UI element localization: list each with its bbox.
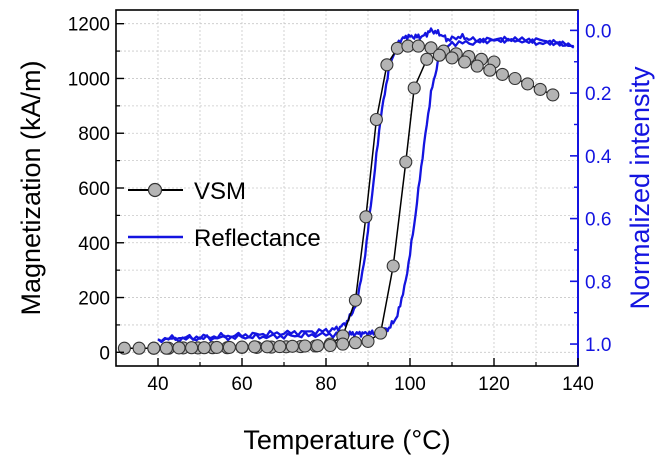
vsm-cooling-point	[323, 338, 337, 353]
vsm-cooling-point	[172, 341, 186, 355]
axes-layer: 40 60 80 100 120 140 0 200 400 600 800 1000 1200 0.0 0…	[68, 15, 612, 395]
vsm-cooling-point	[298, 339, 312, 353]
vsm-cooling-point	[483, 63, 497, 77]
vsm-cooling-point	[445, 51, 459, 65]
vsm-cooling-point	[386, 259, 400, 273]
vsm-cooling-point	[546, 88, 560, 102]
y-tick-label: 200	[78, 289, 110, 310]
x-tick-label: 120	[478, 374, 510, 395]
vsm-cooling-point	[508, 71, 522, 86]
legend-item-reflectance: Reflectance	[128, 225, 321, 252]
y2-tick-label: 0.8	[585, 272, 611, 293]
vsm-cooling-point	[399, 155, 413, 169]
vsm-cooling-point	[248, 340, 262, 354]
vsm-cooling-point	[407, 81, 421, 95]
vsm-heating-point	[411, 39, 425, 53]
vsm-heating-point	[369, 112, 383, 127]
vsm-cooling-point	[432, 48, 446, 62]
vsm-cooling-point	[420, 52, 434, 66]
vsm-cooling-point	[361, 334, 375, 348]
vsm-cooling-point	[374, 326, 388, 340]
vsm-heating-point	[348, 293, 362, 307]
legend-label-reflectance: Reflectance	[194, 225, 321, 252]
vsm-cooling-point	[185, 341, 199, 355]
y-tick-label: 1000	[68, 69, 110, 90]
y2-tick-label: 0.6	[585, 210, 611, 231]
vsm-cooling-point	[533, 82, 547, 96]
y2-tick-label: 0.0	[585, 21, 611, 42]
y-tick-label: 1200	[68, 15, 110, 36]
x-tick-label: 80	[315, 374, 336, 395]
vsm-cooling-point	[260, 340, 274, 354]
y-axis-title: Magnetization (kA/m)	[16, 60, 46, 315]
y2-axis-title: Normalized intensity	[625, 66, 655, 310]
legend: VSM Reflectance	[128, 178, 321, 252]
y-tick-label: 800	[78, 124, 110, 145]
vsm-heating-point	[132, 341, 146, 355]
vsm-cooling-point	[210, 340, 224, 354]
vsm-cooling-point	[336, 337, 350, 351]
vsm-cooling-point	[273, 340, 287, 354]
legend-label-vsm: VSM	[194, 178, 246, 205]
x-tick-label: 60	[231, 374, 252, 395]
y-tick-label: 400	[78, 234, 110, 255]
series-layer	[117, 27, 575, 355]
vsm-cooling-point	[311, 339, 325, 353]
y2-tick-label: 0.2	[585, 84, 611, 105]
vsm-heating-point	[359, 210, 373, 224]
vsm-cooling-point	[470, 59, 484, 73]
vsm-heating-point	[390, 41, 404, 55]
vsm-cooling-point	[458, 55, 472, 69]
y-tick-label: 0	[99, 343, 110, 364]
vsm-heating-line	[124, 45, 495, 349]
vsm-cooling-point	[235, 340, 249, 354]
legend-item-vsm: VSM	[128, 178, 246, 205]
vsm-cooling-point	[222, 340, 236, 354]
vsm-cooling-point	[495, 67, 509, 81]
y2-tick-label: 1.0	[585, 335, 611, 356]
y2-tick-label: 0.4	[585, 147, 612, 168]
x-axis-title: Temperature (°C)	[243, 425, 450, 455]
vsm-cooling-point	[159, 341, 173, 355]
vsm-cooling-point	[147, 341, 161, 355]
vsm-heating-point	[117, 341, 131, 355]
vsm-cooling-point	[197, 341, 211, 355]
y-tick-label: 600	[78, 179, 110, 200]
x-tick-label: 140	[562, 374, 594, 395]
x-tick-label: 100	[394, 374, 426, 395]
legend-vsm-marker	[147, 182, 163, 198]
vsm-heating-point	[424, 41, 438, 55]
grid-layer	[116, 10, 578, 366]
x-tick-label: 40	[147, 374, 168, 395]
vsm-cooling-point	[348, 336, 362, 350]
vsm-cooling-point	[521, 77, 535, 91]
vsm-heating-point	[380, 58, 394, 72]
vsm-cooling-point	[285, 339, 299, 353]
